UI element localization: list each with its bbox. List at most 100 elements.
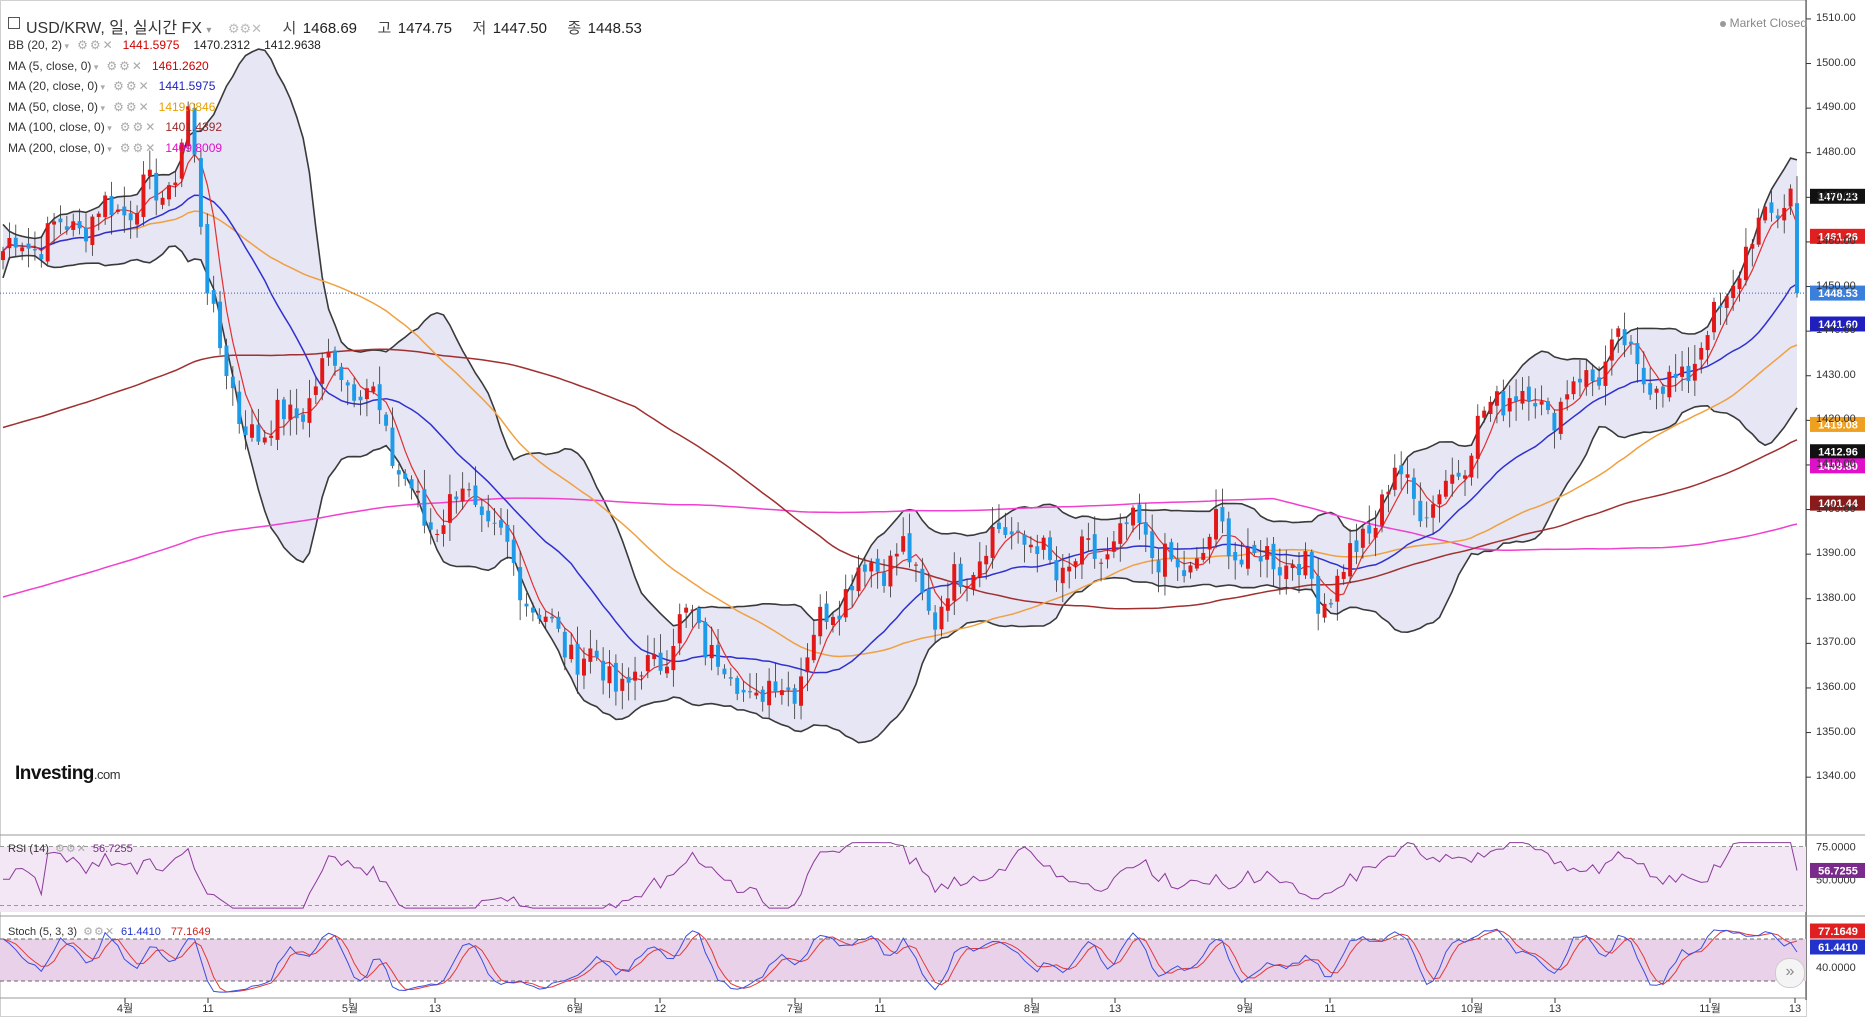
price-tick-label: 1450.00 (1816, 279, 1856, 292)
candle (696, 607, 701, 624)
market-status: Market Closed (1719, 16, 1807, 30)
indicator-settings-icons: ⚙⚙✕ (119, 120, 158, 134)
candle (1079, 536, 1084, 565)
candle (843, 589, 848, 618)
minus-square-icon[interactable] (8, 17, 20, 29)
indicator-legend-4[interactable]: MA (100, close, 0) ▾ ⚙⚙✕ 1401.4392 (8, 120, 236, 134)
candle (1009, 531, 1014, 535)
candle (1431, 504, 1436, 518)
candle (243, 426, 248, 436)
candle (288, 404, 293, 420)
candle (958, 563, 963, 587)
candle (441, 525, 446, 534)
candle (1546, 401, 1550, 411)
candle (192, 107, 197, 155)
candle (1220, 507, 1225, 522)
candle (1022, 534, 1027, 545)
candle (467, 489, 472, 491)
candle (1482, 410, 1487, 418)
candle (633, 671, 638, 681)
chevron-down-icon[interactable]: ▾ (206, 25, 212, 36)
stoch-band (0, 939, 1806, 981)
candle (1118, 523, 1123, 544)
indicator-legend-5[interactable]: MA (200, close, 0) ▾ ⚙⚙✕ 1409.8009 (8, 141, 236, 155)
candle (664, 666, 669, 674)
price-tick-label: 1370.00 (1816, 636, 1856, 649)
stoch-legend[interactable]: Stoch (5, 3, 3) ⚙⚙✕ 61.4410 77.1649 (8, 926, 211, 938)
candle (1035, 546, 1040, 555)
price-tag (1810, 495, 1865, 511)
candle (1756, 217, 1761, 245)
candle (326, 351, 331, 358)
candle (205, 224, 210, 294)
time-tick-label: 11 (874, 1003, 885, 1015)
candle (607, 666, 612, 684)
candle (805, 657, 810, 673)
candle (1328, 602, 1333, 605)
indicator-name: MA (5, close, 0) (8, 58, 92, 73)
indicator-value: 1412.9638 (264, 38, 321, 52)
candle (1373, 527, 1378, 538)
candle (1175, 558, 1180, 568)
price-tick-label: 1500.00 (1816, 56, 1856, 69)
close-label: 종 (567, 20, 582, 37)
candle (1150, 531, 1155, 559)
rsi-band (0, 846, 1806, 912)
settings-icons[interactable]: ⚙⚙✕ (227, 21, 263, 36)
candle (792, 688, 797, 704)
candle (1316, 575, 1321, 614)
indicator-settings-icons: ⚙⚙✕ (106, 58, 144, 73)
candle (971, 574, 976, 590)
open-label: 시 (282, 20, 297, 37)
stoch-tag-label: 61.4410 (1818, 942, 1858, 954)
candle (1214, 509, 1218, 540)
candle (530, 607, 535, 613)
indicator-legend-2[interactable]: MA (20, close, 0) ▾ ⚙⚙✕ 1441.5975 (8, 79, 229, 93)
price-tick-label: 1430.00 (1816, 368, 1856, 381)
candle (1699, 347, 1704, 360)
candle (1526, 386, 1531, 402)
ma200-line (2, 497, 1798, 598)
candle (1284, 565, 1289, 580)
indicator-legend-1[interactable]: MA (5, close, 0) ▾ ⚙⚙✕ 1461.2620 (8, 59, 223, 73)
indicator-legend-3[interactable]: MA (50, close, 0) ▾ ⚙⚙✕ 1419.0846 (8, 100, 229, 114)
candle (173, 182, 178, 186)
candle (301, 414, 306, 422)
candle (377, 384, 382, 411)
candle (1099, 562, 1104, 564)
candle (767, 680, 772, 706)
candle (333, 350, 337, 366)
candle (1635, 343, 1640, 365)
candle (1514, 396, 1519, 402)
candle (594, 650, 599, 658)
candle (211, 290, 216, 304)
rsi-legend[interactable]: RSI (14) ⚙⚙✕ 56.7255 (8, 843, 133, 855)
candle (811, 634, 816, 661)
candle (684, 607, 689, 613)
candle (1252, 544, 1257, 554)
scroll-to-end-button[interactable]: » (1775, 958, 1805, 988)
candle (1648, 383, 1653, 395)
candle (1737, 278, 1742, 289)
indicator-legend-0[interactable]: BB (20, 2) ▾ ⚙⚙✕ 1441.5975 1470.2312 1412.96… (8, 38, 335, 52)
candle (256, 424, 261, 442)
candle (218, 301, 223, 349)
candle (977, 561, 982, 578)
price-tick-label: 1420.00 (1816, 413, 1856, 426)
candle (128, 213, 133, 221)
candle (1354, 540, 1359, 552)
candle (122, 206, 127, 216)
time-tick-label: 6월 (567, 1002, 583, 1015)
candle (1239, 559, 1244, 565)
symbol-label[interactable]: USD/KRW, 일, 실시간 FX (26, 20, 202, 37)
stoch-tag-label: 77.1649 (1818, 926, 1858, 938)
candle (320, 358, 325, 384)
candle (1207, 536, 1212, 550)
candle (913, 564, 918, 566)
candle (824, 603, 829, 622)
candle (773, 681, 778, 693)
chevron-down-icon: ▾ (104, 143, 112, 154)
time-tick-label: 11월 (1699, 1002, 1721, 1015)
candle (1003, 527, 1008, 535)
